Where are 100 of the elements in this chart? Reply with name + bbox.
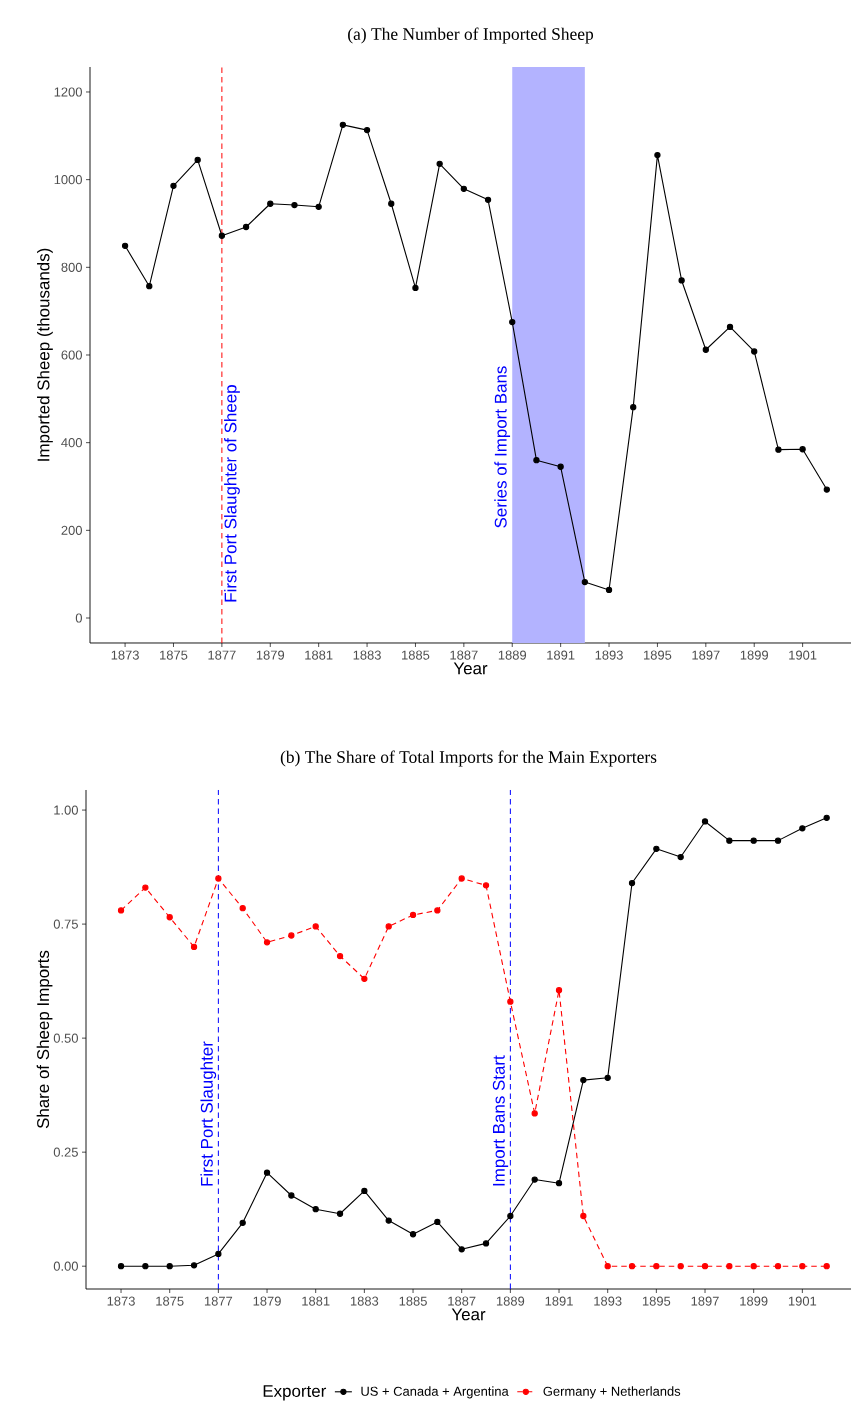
point [678, 277, 685, 284]
point [363, 126, 371, 134]
point [121, 242, 129, 249]
x-axis-title: Year [453, 662, 488, 675]
x-axis-title: Year [451, 1308, 486, 1321]
point [190, 943, 198, 951]
x-tick-label: 1883 [353, 650, 381, 660]
x-tick-label: 1897 [692, 650, 720, 660]
point [799, 825, 806, 832]
point [775, 446, 782, 453]
point [315, 203, 322, 210]
point [388, 200, 395, 207]
point [385, 923, 392, 930]
point [653, 1263, 660, 1270]
ref-line-label: First Port Slaughter [200, 1041, 217, 1186]
point [555, 987, 563, 994]
x-tick-label: 1891 [547, 650, 575, 660]
point [339, 121, 347, 128]
legend-label: Germany + Netherlands [543, 1386, 681, 1399]
y-tick-label: 0.50 [53, 1033, 78, 1043]
point [654, 151, 661, 159]
point [263, 939, 271, 946]
point [604, 1074, 611, 1081]
y-axis-title: Share of Sheep Imports [36, 950, 53, 1129]
point [215, 875, 222, 882]
point [194, 156, 201, 164]
band-label: Series of Import Bans [494, 366, 511, 528]
x-tick-label: 1873 [107, 1296, 135, 1306]
point [823, 486, 830, 493]
point [239, 1219, 246, 1227]
point [412, 284, 419, 292]
x-tick-label: 1885 [402, 650, 430, 660]
point [726, 323, 734, 331]
point [117, 1263, 125, 1270]
point [677, 1263, 684, 1270]
point [361, 1187, 368, 1195]
x-tick-label: 1875 [156, 1296, 184, 1306]
point [823, 1263, 830, 1270]
point [531, 1176, 538, 1183]
x-tick-label: 1885 [399, 1296, 427, 1306]
x-tick-label: 1877 [204, 1296, 233, 1306]
point [507, 998, 514, 1005]
x-tick-label: 1883 [350, 1296, 379, 1306]
point [799, 446, 806, 453]
point [581, 578, 588, 586]
legend-label: US + Canada + Argentina [361, 1386, 509, 1399]
x-tick-label: 1899 [740, 1296, 768, 1306]
x-tick-label: 1899 [740, 650, 769, 660]
point [434, 907, 441, 914]
point [750, 837, 757, 844]
point [702, 346, 709, 353]
point [557, 463, 564, 470]
point [336, 1210, 344, 1217]
x-tick-label: 1887 [450, 650, 478, 660]
point [146, 283, 153, 290]
point [555, 1180, 563, 1187]
point [288, 932, 295, 939]
point [242, 223, 250, 231]
x-tick-label: 1873 [111, 650, 139, 660]
y-tick-label: 400 [61, 438, 82, 448]
point [823, 814, 830, 821]
point [507, 1212, 514, 1220]
point [215, 1250, 222, 1258]
point [482, 882, 490, 889]
point [653, 845, 660, 852]
x-tick-label: 1879 [256, 650, 285, 660]
point [190, 1262, 198, 1269]
x-tick-label: 1895 [644, 650, 672, 660]
point [434, 1218, 441, 1226]
point [312, 923, 319, 930]
point [701, 1263, 709, 1270]
point [385, 1217, 392, 1224]
x-tick-label: 1877 [208, 650, 236, 660]
y-tick-label: 1.00 [54, 805, 78, 815]
point [142, 1263, 149, 1270]
ref-line-label: Import Bans Start [492, 1055, 509, 1186]
point [533, 457, 540, 464]
y-tick-label: 200 [61, 525, 82, 535]
x-tick-label: 1901 [789, 650, 817, 660]
point [628, 1263, 636, 1270]
point [218, 232, 226, 239]
point [750, 1263, 757, 1270]
x-tick-label: 1893 [594, 1296, 622, 1306]
x-tick-label: 1897 [691, 1296, 719, 1306]
point [604, 1263, 611, 1270]
point [291, 201, 298, 209]
x-tick-label: 1887 [448, 1296, 476, 1306]
point [166, 914, 173, 921]
y-tick-label: 0.00 [53, 1261, 78, 1271]
y-tick-label: 600 [61, 350, 82, 360]
point [484, 196, 492, 203]
x-tick-label: 1891 [545, 1296, 573, 1306]
ref-line-label: First Port Slaughter of Sheep [224, 385, 240, 602]
point [482, 1240, 490, 1247]
point [312, 1206, 319, 1213]
x-tick-label: 1895 [642, 1296, 671, 1306]
point [239, 904, 246, 912]
y-tick-label: 0 [75, 613, 82, 623]
point [605, 586, 613, 594]
x-tick-label: 1889 [498, 650, 527, 660]
